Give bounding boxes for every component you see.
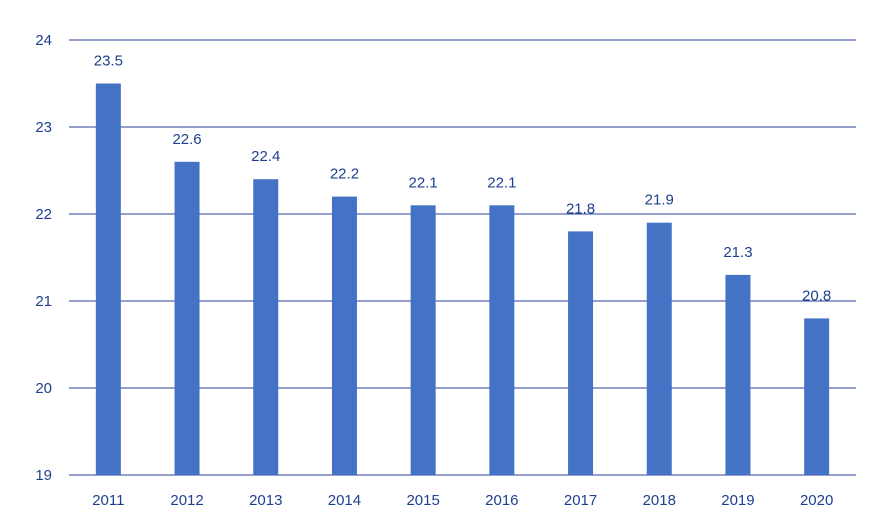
bar xyxy=(489,205,515,476)
data-label: 22.1 xyxy=(487,174,516,191)
x-tick-label: 2015 xyxy=(406,492,439,509)
x-tick-label: 2019 xyxy=(721,492,754,509)
data-label: 20.8 xyxy=(802,287,831,304)
y-tick-label: 20 xyxy=(35,380,52,397)
x-tick-label: 2016 xyxy=(485,492,518,509)
x-tick-label: 2017 xyxy=(564,492,597,509)
bar xyxy=(410,205,436,476)
data-label: 23.5 xyxy=(94,53,123,70)
y-tick-label: 21 xyxy=(35,293,52,310)
data-label: 21.3 xyxy=(723,244,752,261)
data-label: 22.2 xyxy=(330,166,359,183)
bar xyxy=(331,196,357,475)
bar xyxy=(804,318,830,475)
x-tick-label: 2014 xyxy=(328,492,361,509)
bar xyxy=(95,83,121,475)
data-label: 21.9 xyxy=(645,192,674,209)
x-tick-label: 2012 xyxy=(170,492,203,509)
y-tick-label: 19 xyxy=(35,467,52,484)
y-axis: 19 20 21 22 23 24 xyxy=(35,32,52,484)
data-label: 22.4 xyxy=(251,148,280,165)
bar xyxy=(725,274,751,475)
data-label: 22.6 xyxy=(172,131,201,148)
x-axis: 2011 2012 2013 2014 2015 2016 2017 2018 2019 2020 xyxy=(92,492,833,509)
y-tick-label: 22 xyxy=(35,206,52,223)
x-tick-label: 2011 xyxy=(92,492,124,509)
data-label: 22.1 xyxy=(409,174,438,191)
y-tick-label: 24 xyxy=(35,32,52,49)
x-tick-label: 2018 xyxy=(643,492,676,509)
data-labels: 23.5 22.6 22.4 22.2 22.1 22.1 21.8 21.9 21.3 20.8 xyxy=(94,53,832,305)
data-label: 21.8 xyxy=(566,200,595,217)
bar xyxy=(646,222,672,475)
bar xyxy=(253,179,279,475)
bar xyxy=(174,161,200,476)
x-tick-label: 2020 xyxy=(800,492,833,509)
gridlines xyxy=(69,39,856,476)
bar xyxy=(568,231,594,475)
y-tick-label: 23 xyxy=(35,119,52,136)
x-tick-label: 2013 xyxy=(249,492,282,509)
bars xyxy=(95,83,830,476)
